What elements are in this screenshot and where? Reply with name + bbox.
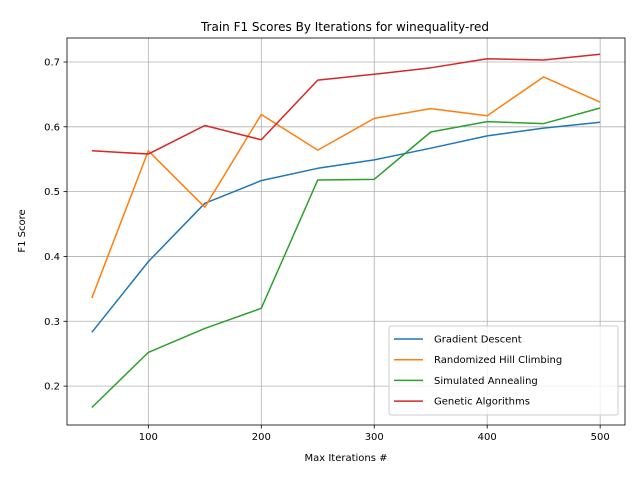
x-tick-label: 200 [252,432,271,443]
series-line-randomized-hill-climbing [91,76,601,299]
y-tick-label: 0.6 [44,122,60,133]
chart-title: Train F1 Scores By Iterations for winequ… [200,20,489,34]
y-tick-label: 0.2 [44,382,60,393]
x-tick-label: 300 [365,432,384,443]
y-axis-label: F1 Score [17,209,28,252]
x-tick-label: 400 [478,432,497,443]
y-tick-label: 0.7 [44,57,60,68]
legend-label-randomized-hill-climbing: Randomized Hill Climbing [434,355,562,366]
legend-label-genetic-algorithms: Genetic Algorithms [434,397,530,408]
x-axis-label: Max Iterations # [304,453,387,464]
x-tick-label: 500 [591,432,610,443]
legend-label-gradient-descent: Gradient Descent [434,335,522,346]
grid [67,38,625,425]
y-tick-label: 0.3 [44,317,60,328]
series-lines [91,53,601,409]
legend: Gradient Descent Randomized Hill Climbing… [388,325,619,416]
plot-frame [66,37,626,426]
x-tick-label: 100 [139,432,158,443]
series-line-simulated-annealing [91,107,601,409]
axis-ticks: 100 200 300 400 500 0.2 0.3 0.4 0.5 0.6 0.7 [44,57,610,443]
y-tick-label: 0.4 [44,252,60,263]
y-tick-label: 0.5 [44,187,60,198]
series-line-gradient-descent [91,121,601,333]
legend-label-simulated-annealing: Simulated Annealing [434,376,538,387]
series-line-genetic-algorithms [91,53,601,155]
legend-box [388,325,619,416]
